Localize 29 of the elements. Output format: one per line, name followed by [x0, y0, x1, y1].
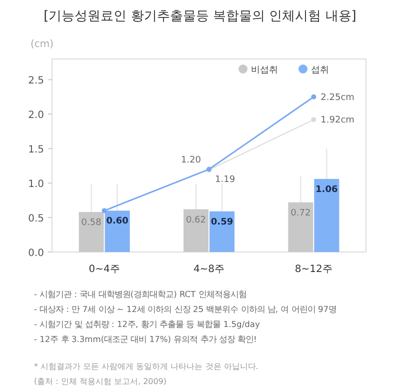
legend-label: 비섭취 — [251, 66, 278, 76]
text: - 시험기관 : 국내 대학병원(경희대학교) RCT 인체적용시험 — [34, 289, 246, 299]
data-label: 2.25cm — [320, 92, 354, 103]
x-tick-label: 8~12주 — [294, 264, 332, 275]
data-label: 1.19 — [215, 174, 236, 185]
y-tick-label: 0.5 — [28, 214, 44, 225]
x-tick-label: 4~8주 — [193, 264, 225, 275]
data-label: 0.59 — [210, 217, 234, 228]
y-tick-label: 0.0 — [28, 248, 44, 259]
y-tick-label: 2.0 — [28, 110, 44, 122]
data-label: 1.06 — [316, 184, 338, 195]
legend-label: 섭취 — [311, 66, 329, 76]
y-axis-title: (cm) — [30, 39, 54, 50]
y-tick-label: 2.5 — [28, 76, 44, 87]
data-label: 1.92cm — [320, 116, 354, 126]
data-label: 1.20 — [180, 155, 202, 166]
data-label: 0.60 — [106, 216, 128, 227]
text: - 대상자 : 만 7세 이상 ~ 12세 이하의 신장 25 백분위수 이하의 남, 여 어린이 97명 — [34, 304, 337, 314]
x-tick-label: 0~4주 — [88, 264, 120, 275]
y-tick-label: 1.5 — [28, 144, 44, 156]
y-tick-label: 1.0 — [28, 179, 44, 190]
data-label: 0.72 — [290, 208, 311, 218]
chart-title: [기능성원료인 황기추출물등 복합물의 인체시험 내용] — [44, 9, 356, 24]
data-label: 0.58 — [81, 218, 102, 228]
text: (출처 : 인체 적용시험 보고서, 2009) — [34, 377, 167, 386]
text: - 12주 후 3.3mm(대조군 대비 17%) 유의적 추가 성장 확인! — [34, 334, 257, 344]
data-label: 0.62 — [186, 215, 206, 226]
text: * 시험결과가 모든 사람에게 동일하게 나타나는 것은 아닙니다. — [34, 362, 258, 371]
text: - 시험기간 및 섭취량 : 12주, 황기 추출물 등 복합물 1.5g/day — [34, 319, 260, 329]
